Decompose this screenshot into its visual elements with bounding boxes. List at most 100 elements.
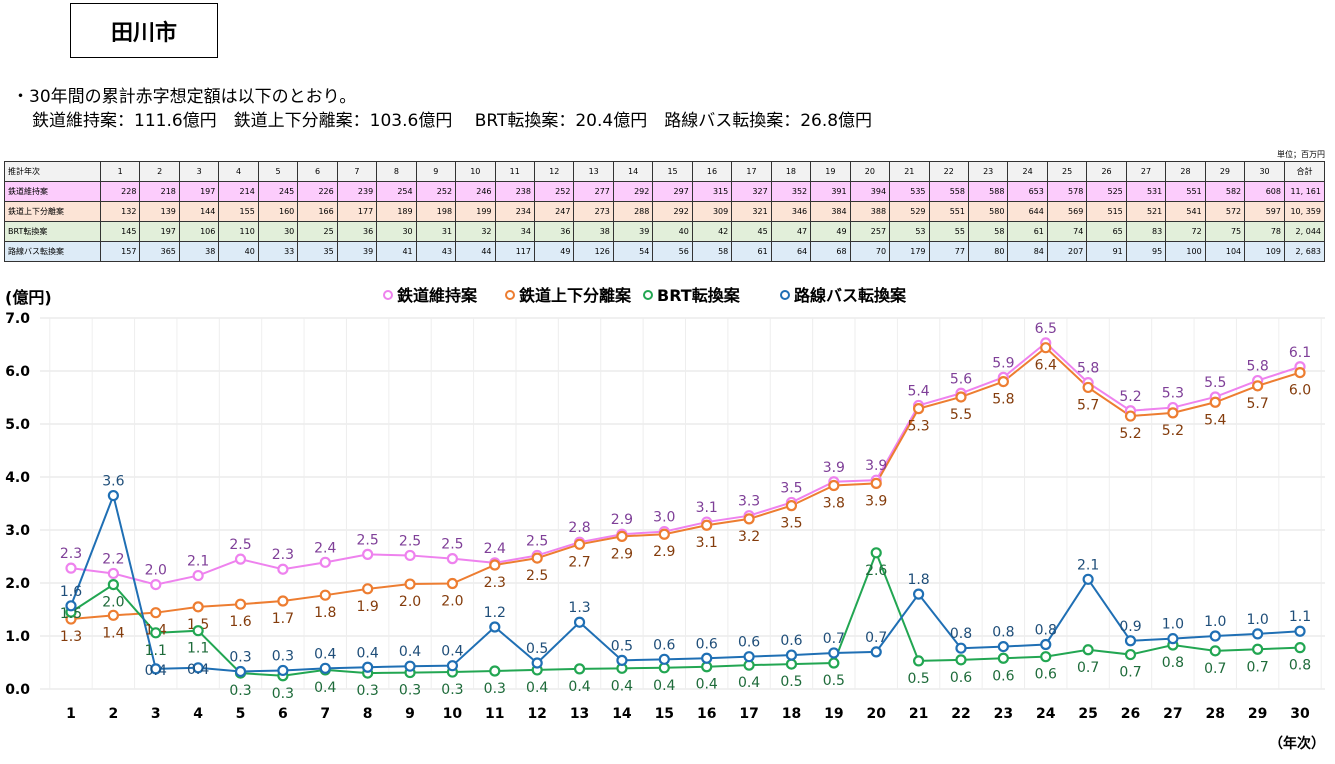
data-label: 0.3: [441, 682, 463, 698]
data-point: [573, 663, 586, 675]
table-row: 路線バス転換案 157 365 38 40 33 35 39 41 43 44 117 49 126 54 5…: [4, 241, 1325, 262]
year-header: 14: [612, 161, 654, 182]
data-label: 0.3: [229, 683, 251, 699]
data-label: 1.3: [568, 600, 590, 616]
cell-value: 189: [376, 201, 417, 222]
data-label: 6.4: [1035, 358, 1057, 374]
data-point: [362, 548, 374, 560]
data-label: 0.8: [950, 626, 972, 642]
data-label: 0.3: [272, 686, 294, 702]
cell-value: 365: [139, 241, 180, 262]
data-point: [192, 662, 204, 674]
x-tick-label: 6: [278, 706, 288, 722]
cell-value: 292: [652, 201, 693, 222]
table-row: 鉄道上下分離案 132 139 144 155 160 166 177 189 198 199 234…: [4, 201, 1325, 222]
data-label: 3.3: [738, 494, 760, 510]
data-point: [404, 578, 416, 590]
cell-value: 388: [849, 201, 891, 222]
cell-value: 309: [691, 201, 733, 222]
data-label: 1.0: [1204, 614, 1226, 630]
data-point: [150, 607, 162, 619]
y-tick-label: 1.0: [5, 629, 30, 645]
data-label: 2.0: [102, 595, 124, 611]
data-label: 2.2: [102, 551, 124, 567]
cell-value: 100: [1165, 241, 1206, 262]
data-label: 5.7: [1247, 396, 1269, 412]
data-label: 2.5: [229, 537, 251, 553]
year-header: 13: [573, 161, 614, 182]
cell-value: 608: [1244, 181, 1285, 202]
cell-value: 582: [1204, 181, 1246, 202]
year-header: 6: [297, 161, 338, 182]
cell-value: 321: [731, 201, 772, 222]
x-tick-label: 16: [697, 706, 716, 722]
cell-value: 49: [810, 221, 851, 242]
x-tick-label: 23: [994, 706, 1013, 722]
year-header: 16: [691, 161, 733, 182]
year-header: 2: [139, 161, 180, 182]
cell-value: 177: [336, 201, 378, 222]
data-label: 5.4: [907, 383, 929, 399]
cell-value: 277: [573, 181, 614, 202]
cell-value: 104: [1204, 241, 1246, 262]
data-label: 0.6: [950, 670, 972, 686]
data-point: [319, 556, 331, 568]
cell-value: 214: [218, 181, 259, 202]
data-point: [870, 547, 882, 559]
data-label: 0.4: [653, 678, 675, 694]
data-label: 0.7: [1119, 665, 1141, 681]
data-point: [955, 654, 967, 666]
cell-value: 145: [99, 221, 141, 242]
data-label: 3.0: [653, 510, 675, 526]
series-line: [70, 550, 1301, 677]
data-point: [531, 657, 543, 669]
cell-value: 246: [455, 181, 496, 202]
cell-value: 32: [455, 221, 496, 242]
data-point: [870, 477, 882, 489]
data-point: [277, 563, 289, 575]
data-point: [701, 652, 713, 664]
data-point: [1082, 644, 1094, 656]
row-label: 鉄道維持案: [4, 181, 101, 202]
cell-value: 160: [257, 201, 299, 222]
year-header: 19: [810, 161, 851, 182]
note-line-1: ・30年間の累計赤字想定額は以下のとおり。: [12, 87, 357, 107]
cell-value: 77: [928, 241, 969, 262]
data-label: 0.7: [1247, 659, 1269, 675]
cell-value: 578: [1046, 181, 1088, 202]
data-label: 3.9: [865, 458, 887, 474]
data-label: 0.3: [484, 681, 506, 697]
cell-value: 61: [731, 241, 772, 262]
data-point: [150, 578, 162, 591]
data-label: 5.8: [1077, 361, 1099, 377]
data-label: 2.6: [865, 563, 887, 579]
data-point: [828, 657, 840, 669]
year-header: 8: [376, 161, 417, 182]
year-header: 28: [1165, 161, 1206, 182]
data-label: 0.4: [357, 645, 379, 661]
data-label: 2.1: [187, 554, 209, 570]
cell-value: 521: [1125, 201, 1167, 222]
cell-value: 126: [573, 241, 614, 262]
data-label: 0.6: [738, 635, 760, 651]
data-label: 3.9: [823, 460, 845, 476]
data-label: 0.4: [611, 678, 633, 694]
row-total: 2, 683: [1284, 241, 1325, 262]
data-label: 1.2: [484, 605, 506, 621]
x-tick-label: 4: [193, 706, 203, 722]
data-point: [828, 479, 840, 492]
cell-value: 515: [1086, 201, 1127, 222]
cell-value: 35: [297, 241, 338, 262]
data-label: 1.6: [60, 584, 82, 600]
x-axis-label: （年次）: [1269, 735, 1325, 752]
data-label: 2.0: [399, 594, 421, 610]
cell-value: 61: [1007, 221, 1048, 242]
x-tick-label: 9: [405, 706, 415, 722]
data-point: [150, 663, 162, 675]
data-label: 0.4: [526, 680, 548, 696]
data-label: 1.1: [1289, 609, 1311, 625]
data-label: 0.4: [441, 644, 463, 660]
year-header: 3: [178, 161, 220, 182]
cell-value: 391: [810, 181, 851, 202]
data-label: 5.6: [950, 371, 972, 387]
